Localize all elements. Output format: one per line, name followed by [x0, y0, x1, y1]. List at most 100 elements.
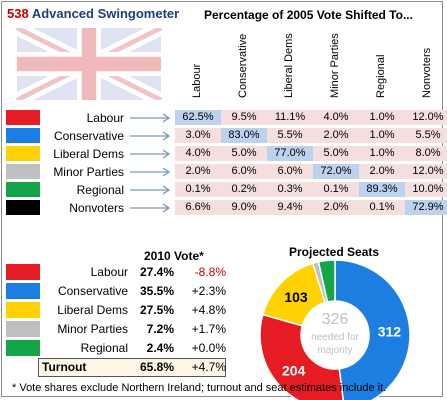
color-swatch-labour: [6, 264, 40, 280]
seat-label-conservative: 312: [378, 324, 402, 340]
turnout-value: 65.8%: [139, 360, 174, 374]
matrix-cell[interactable]: 12.0%: [405, 110, 447, 125]
turnout-row: [38, 358, 226, 377]
footnote: * Vote shares exclude Northern Ireland; …: [12, 382, 387, 394]
majority-line-1: needed for: [311, 332, 359, 343]
vote-change-conservative: +2.3%: [191, 284, 226, 298]
title-text: Advanced Swingometer: [31, 6, 180, 21]
vote-change-liberal-dems: +4.8%: [191, 303, 226, 317]
row-label-liberal-dems: Liberal Dems: [53, 147, 124, 161]
turnout-change: +4.7%: [191, 360, 226, 374]
color-swatch-regional: [6, 340, 40, 356]
row-label-regional: Regional: [76, 183, 124, 197]
seat-label-liberal-dems: 103: [284, 289, 308, 305]
matrix-cell[interactable]: 9.4%: [267, 200, 313, 215]
matrix-cell[interactable]: 89.3%: [359, 182, 405, 197]
color-swatch-conservative: [6, 283, 40, 299]
row-label-labour: Labour: [86, 111, 124, 125]
matrix-cell[interactable]: 11.1%: [267, 110, 313, 125]
matrix-cell[interactable]: 5.5%: [267, 128, 313, 143]
seat-segment-conservative: [334, 260, 411, 400]
arrow-right-icon: [130, 149, 171, 159]
color-swatch-liberal-dems: [6, 146, 40, 161]
color-swatch-nonvoters: [6, 200, 40, 215]
matrix-cell[interactable]: 4.0%: [313, 110, 359, 125]
vote-share-minor-parties: 7.2%: [146, 322, 174, 336]
matrix-cell[interactable]: 10.0%: [405, 182, 447, 197]
vote-change-labour: -8.8%: [194, 265, 226, 279]
matrix-cell[interactable]: 2.0%: [313, 200, 359, 215]
app-title: 538 Advanced Swingometer: [7, 6, 179, 21]
color-swatch-minor-parties: [6, 164, 40, 179]
col-header-labour: Labour: [190, 63, 203, 98]
matrix-cell[interactable]: 4.0%: [175, 146, 221, 161]
matrix-cell[interactable]: 2.0%: [359, 164, 405, 179]
color-swatch-conservative: [6, 128, 40, 143]
arrow-right-icon: [130, 131, 171, 141]
col-header-regional: Regional: [374, 54, 387, 98]
majority-number: 326: [322, 311, 349, 328]
arrow-right-icon: [130, 203, 171, 213]
row-label-nonvoters: Nonvoters: [69, 201, 124, 215]
arrow-right-icon: [130, 185, 171, 195]
matrix-cell[interactable]: 9.0%: [221, 200, 267, 215]
vote-share-conservative: 35.5%: [139, 284, 174, 298]
seat-label-labour: 204: [282, 363, 306, 379]
vote-share-regional: 2.4%: [146, 341, 174, 355]
matrix-cell[interactable]: 9.5%: [221, 110, 267, 125]
col-header-liberal-dems: Liberal Dems: [282, 33, 295, 98]
vote-label-labour: Labour: [90, 265, 128, 279]
vote-share-labour: 27.4%: [139, 265, 174, 279]
row-label-minor-parties: Minor Parties: [53, 165, 124, 179]
arrow-right-icon: [130, 167, 171, 177]
vote-change-minor-parties: +1.7%: [191, 322, 226, 336]
matrix-cell[interactable]: 6.0%: [221, 164, 267, 179]
majority-line-2: majority: [317, 345, 352, 356]
seat-segment-regional: [317, 260, 336, 303]
matrix-cell[interactable]: 0.2%: [221, 182, 267, 197]
projected-seats-donut: 326 needed for majority 312 204 103: [259, 260, 411, 400]
matrix-cell[interactable]: 72.9%: [405, 200, 447, 215]
matrix-cell[interactable]: 6.6%: [175, 200, 221, 215]
matrix-cell[interactable]: 5.0%: [313, 146, 359, 161]
matrix-cell[interactable]: 8.0%: [405, 146, 447, 161]
color-swatch-minor-parties: [6, 321, 40, 337]
donut-segments: [259, 260, 411, 400]
vote-title: 2010 Vote*: [144, 249, 204, 263]
matrix-cell[interactable]: 1.0%: [359, 110, 405, 125]
turnout-label: Turnout: [42, 360, 87, 374]
matrix-cell[interactable]: 12.0%: [405, 164, 447, 179]
vote-change-regional: +0.0%: [191, 341, 226, 355]
seats-title: Projected Seats: [289, 245, 380, 259]
color-swatch-liberal-dems: [6, 302, 40, 318]
matrix-cell[interactable]: 1.0%: [359, 146, 405, 161]
matrix-cell[interactable]: 1.0%: [359, 128, 405, 143]
matrix-cell[interactable]: 83.0%: [221, 128, 267, 143]
color-swatch-regional: [6, 182, 40, 197]
matrix-cell[interactable]: 0.1%: [359, 200, 405, 215]
row-label-conservative: Conservative: [53, 129, 124, 143]
arrow-right-icon: [130, 113, 171, 123]
matrix-cell[interactable]: 77.0%: [267, 146, 313, 161]
col-header-minor-parties: Minor Parties: [328, 33, 341, 98]
matrix-cell[interactable]: 3.0%: [175, 128, 221, 143]
col-header-nonvoters: Nonvoters: [420, 47, 433, 98]
vote-label-minor-parties: Minor Parties: [57, 322, 128, 336]
matrix-cell[interactable]: 0.1%: [175, 182, 221, 197]
vote-label-conservative: Conservative: [57, 284, 128, 298]
seat-segment-labour: [259, 313, 344, 400]
vote-label-regional: Regional: [80, 341, 128, 355]
matrix-cell[interactable]: 2.0%: [175, 164, 221, 179]
matrix-cell[interactable]: 2.0%: [313, 128, 359, 143]
union-jack-icon: [14, 28, 164, 100]
matrix-cell[interactable]: 62.5%: [175, 110, 221, 125]
vote-label-liberal-dems: Liberal Dems: [57, 303, 128, 317]
matrix-cell[interactable]: 5.5%: [405, 128, 447, 143]
matrix-cell[interactable]: 72.0%: [313, 164, 359, 179]
matrix-cell[interactable]: 6.0%: [267, 164, 313, 179]
donut-labels: 312 204 103: [282, 289, 401, 379]
matrix-cell[interactable]: 5.0%: [221, 146, 267, 161]
matrix-cell[interactable]: 0.3%: [267, 182, 313, 197]
matrix-cell[interactable]: 0.1%: [313, 182, 359, 197]
